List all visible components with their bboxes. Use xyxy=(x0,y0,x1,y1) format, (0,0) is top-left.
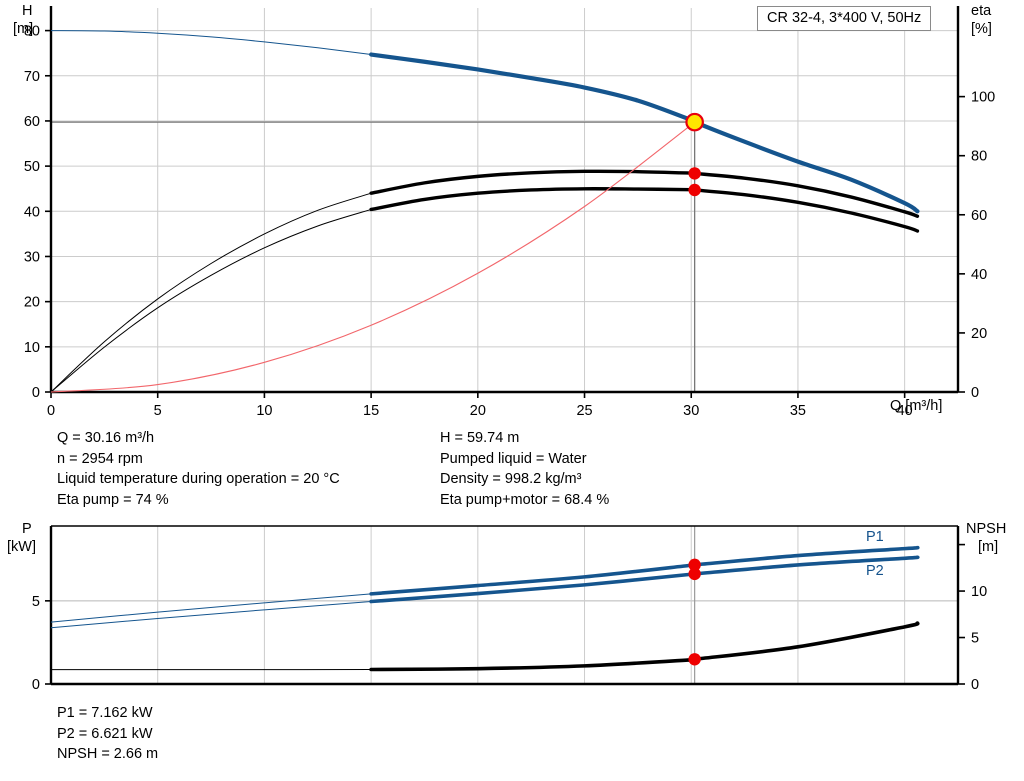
eta-pump-curve-thin xyxy=(50,192,372,393)
tick-label-left: 0 xyxy=(32,677,40,693)
tick-label-right: 20 xyxy=(971,326,987,342)
tick-label-right: 60 xyxy=(971,208,987,224)
tick-label-left: 60 xyxy=(24,114,40,130)
tick-label-bottom: 20 xyxy=(470,403,486,419)
npsh-curve-thick xyxy=(369,621,920,672)
lower-left-axis-title: P xyxy=(22,521,32,537)
info-block-left: Q = 30.16 m³/h n = 2954 rpm Liquid tempe… xyxy=(57,428,447,510)
tick-label-left: 50 xyxy=(24,159,40,175)
info-bottom-line-1: P2 = 6.621 kW xyxy=(57,725,153,742)
head-eta-chart: 0 10 20 30 40 50 60 70 80 0 20 40 60 80 100 0 5 10 15 20 25 3… xyxy=(24,6,995,419)
tick-label-right: 100 xyxy=(971,90,995,106)
duty-point-marker[interactable] xyxy=(685,112,704,132)
main-left-axis-unit: [m] xyxy=(13,21,34,37)
p2-curve-label: P2 xyxy=(866,563,884,579)
tick-label-left: 30 xyxy=(24,249,40,265)
p2-curve-thin xyxy=(50,601,372,629)
chart-title-box: CR 32-4, 3*400 V, 50Hz xyxy=(757,6,932,31)
npsh-duty-marker xyxy=(688,653,701,666)
main-left-axis-title: H xyxy=(22,3,33,19)
info-left-line-2: Liquid temperature during operation = 20… xyxy=(57,471,340,488)
info-right-line-3: Eta pump+motor = 68.4 % xyxy=(440,491,610,508)
tick-label-right: 80 xyxy=(971,149,987,165)
lower-right-axis-title: NPSH xyxy=(966,521,1007,537)
tick-label-right: 40 xyxy=(971,267,987,283)
lower-right-axis-unit: [m] xyxy=(978,539,999,555)
info-left-line-1: n = 2954 rpm xyxy=(57,450,143,467)
tick-label-left: 40 xyxy=(24,204,40,220)
tick-label-bottom: 5 xyxy=(154,403,162,419)
info-bottom-line-2: NPSH = 2.66 m xyxy=(57,746,159,763)
tick-label-left: 20 xyxy=(24,295,40,311)
info-left-line-0: Q = 30.16 m³/h xyxy=(57,430,155,446)
power-npsh-chart: 0 5 0 5 10 xyxy=(32,525,987,693)
tick-label-left: 70 xyxy=(24,69,40,85)
info-right-line-0: H = 59.74 m xyxy=(440,430,520,446)
tick-label-bottom: 40 xyxy=(897,403,913,419)
p1-curve-thick xyxy=(369,545,920,596)
eta-pump-motor-duty-marker xyxy=(688,183,701,197)
eta-pump-motor-curve-thin xyxy=(50,208,372,393)
tick-label-bottom: 35 xyxy=(790,403,806,419)
info-block-right: H = 59.74 m Pumped liquid = Water Densit… xyxy=(440,428,840,510)
tick-label-right: 0 xyxy=(971,677,979,693)
info-block-bottom: P1 = 7.162 kW P2 = 6.621 kW NPSH = 2.66 … xyxy=(57,703,457,765)
tick-label-left: 0 xyxy=(32,385,40,401)
system-curve xyxy=(50,117,701,393)
info-right-line-2: Density = 998.2 kg/m³ xyxy=(440,471,582,488)
lower-left-axis-unit: [kW] xyxy=(7,539,36,555)
tick-label-bottom: 0 xyxy=(47,403,55,419)
tick-label-left: 5 xyxy=(32,594,40,610)
main-right-axis-title: eta xyxy=(971,3,992,19)
tick-label-right: 10 xyxy=(971,584,987,600)
tick-label-left: 80 xyxy=(24,24,40,40)
tick-label-right: 0 xyxy=(971,385,979,401)
tick-label-left: 10 xyxy=(24,340,40,356)
info-left-line-3: Eta pump = 74 % xyxy=(57,491,169,508)
info-right-line-1: Pumped liquid = Water xyxy=(440,450,587,467)
head-curve-thin xyxy=(50,30,372,56)
tick-label-bottom: 15 xyxy=(363,403,379,419)
tick-label-bottom: 10 xyxy=(256,403,272,419)
main-right-axis-unit: [%] xyxy=(971,21,992,37)
p2-curve-thick xyxy=(369,555,920,604)
chart-title-label: CR 32-4, 3*400 V, 50Hz xyxy=(767,10,922,26)
tick-label-bottom: 30 xyxy=(683,403,699,419)
main-x-axis-label: Q [m³/h] xyxy=(890,398,943,414)
tick-label-right: 5 xyxy=(971,631,979,647)
p1-duty-marker xyxy=(688,558,701,572)
p1-curve-label: P1 xyxy=(866,529,884,545)
p2-duty-marker xyxy=(688,567,701,581)
eta-pump-duty-marker xyxy=(688,167,701,180)
tick-label-bottom: 25 xyxy=(576,403,592,419)
p1-curve-thin xyxy=(50,593,372,623)
info-bottom-line-0: P1 = 7.162 kW xyxy=(57,705,153,721)
